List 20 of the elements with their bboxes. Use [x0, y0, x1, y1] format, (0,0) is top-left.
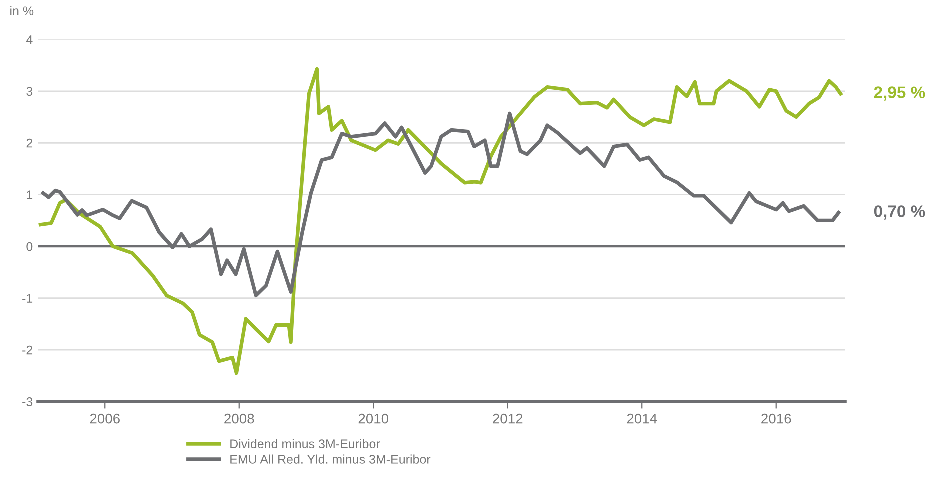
line-series [38, 67, 843, 376]
legend-label: Dividend minus 3M-Euribor [230, 439, 380, 449]
x-tick-label: 2012 [493, 414, 523, 424]
text: 2,95 % [874, 86, 926, 101]
text: 0,70 % [874, 206, 926, 220]
x-tick-label: 2010 [358, 414, 389, 424]
y-tick-label: 4 [26, 36, 33, 44]
y-axis-title: in % [10, 6, 34, 16]
x-tick-label: 2008 [224, 414, 254, 424]
y-tick-label: 2 [26, 138, 33, 148]
x-tick-label: 2014 [627, 414, 658, 424]
y-tick-label: -2 [22, 346, 33, 355]
y-tick-label: 3 [26, 87, 33, 96]
y-tick-label: -3 [22, 398, 33, 406]
y-tick-label: 1 [27, 190, 33, 200]
x-tick-label: 2006 [90, 414, 120, 424]
y-tick-label: -1 [22, 294, 33, 303]
legend-label: EMU All Red. Yld. minus 3M-Euribor [230, 454, 431, 464]
y-tick-label: 0 [26, 242, 33, 252]
x-tick-label: 2016 [762, 414, 792, 424]
